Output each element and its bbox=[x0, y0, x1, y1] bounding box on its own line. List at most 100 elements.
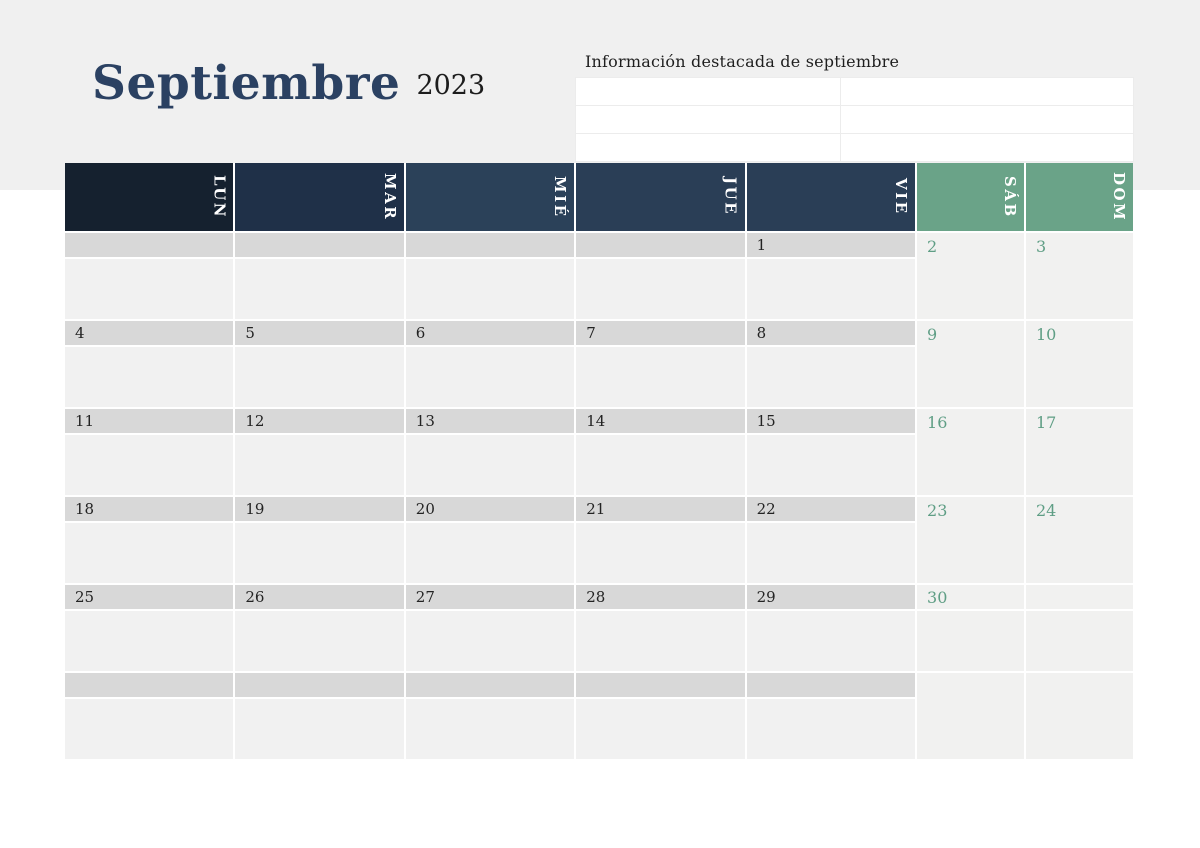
weekend-cell[interactable]: 23 bbox=[917, 497, 1024, 583]
info-cell[interactable] bbox=[575, 133, 841, 162]
date-strip[interactable] bbox=[235, 673, 404, 697]
date-strip[interactable]: 18 bbox=[65, 497, 234, 521]
notes-area[interactable] bbox=[576, 347, 745, 407]
date-number: 6 bbox=[415, 324, 426, 342]
date-strip[interactable]: 1 bbox=[746, 233, 916, 257]
notes-area[interactable] bbox=[405, 611, 575, 671]
notes-area[interactable] bbox=[576, 699, 745, 759]
date-number: 18 bbox=[75, 500, 95, 518]
notes-area[interactable] bbox=[405, 523, 575, 583]
notes-area[interactable] bbox=[576, 611, 745, 671]
date-strip[interactable]: 20 bbox=[405, 497, 575, 521]
date-strip[interactable] bbox=[576, 233, 745, 257]
date-number: 1 bbox=[756, 236, 767, 254]
notes-area[interactable] bbox=[746, 523, 916, 583]
weekend-cell[interactable]: 10 bbox=[1026, 321, 1133, 407]
date-number: 21 bbox=[586, 500, 606, 518]
date-number: 23 bbox=[927, 501, 948, 520]
date-number: 22 bbox=[756, 500, 776, 518]
date-number: 17 bbox=[1036, 413, 1057, 432]
weekend-cell[interactable] bbox=[1026, 673, 1133, 759]
day-header-mar: MAR bbox=[235, 163, 404, 231]
date-strip[interactable] bbox=[746, 673, 916, 697]
info-cell[interactable] bbox=[840, 133, 1134, 162]
date-strip[interactable]: 7 bbox=[576, 321, 745, 345]
notes-area[interactable] bbox=[576, 259, 745, 319]
notes-area[interactable] bbox=[65, 435, 234, 495]
date-strip[interactable]: 21 bbox=[576, 497, 745, 521]
notes-area[interactable] bbox=[405, 347, 575, 407]
date-number: 3 bbox=[1036, 237, 1047, 256]
date-strip[interactable]: 5 bbox=[235, 321, 404, 345]
date-strip[interactable]: 6 bbox=[405, 321, 575, 345]
weekend-date-strip[interactable] bbox=[1026, 585, 1133, 609]
date-strip[interactable] bbox=[65, 233, 234, 257]
notes-area[interactable] bbox=[405, 435, 575, 495]
day-header-label: MAR bbox=[380, 172, 399, 222]
notes-area[interactable] bbox=[65, 347, 234, 407]
weekend-notes-area[interactable] bbox=[917, 611, 1024, 671]
info-table bbox=[575, 77, 1134, 162]
notes-area[interactable] bbox=[746, 611, 916, 671]
notes-area[interactable] bbox=[405, 259, 575, 319]
weekend-cell[interactable]: 3 bbox=[1026, 233, 1133, 319]
day-header-label: SÁB bbox=[1001, 175, 1019, 219]
notes-area[interactable] bbox=[746, 435, 916, 495]
info-cell[interactable] bbox=[840, 105, 1134, 134]
date-strip[interactable]: 15 bbox=[746, 409, 916, 433]
date-strip[interactable]: 19 bbox=[235, 497, 404, 521]
notes-area[interactable] bbox=[405, 699, 575, 759]
date-strip[interactable] bbox=[235, 233, 404, 257]
info-cell[interactable] bbox=[575, 105, 841, 134]
notes-area[interactable] bbox=[746, 259, 916, 319]
notes-area[interactable] bbox=[235, 347, 404, 407]
date-strip[interactable]: 29 bbox=[746, 585, 916, 609]
date-strip[interactable]: 22 bbox=[746, 497, 916, 521]
date-strip[interactable]: 8 bbox=[746, 321, 916, 345]
notes-area[interactable] bbox=[65, 611, 234, 671]
weekend-date-strip[interactable]: 30 bbox=[917, 585, 1024, 609]
notes-area[interactable] bbox=[65, 523, 234, 583]
title-block: Septiembre 2023 bbox=[92, 56, 485, 112]
date-strip[interactable]: 27 bbox=[405, 585, 575, 609]
notes-area[interactable] bbox=[576, 523, 745, 583]
date-strip[interactable]: 26 bbox=[235, 585, 404, 609]
date-strip[interactable]: 12 bbox=[235, 409, 404, 433]
date-strip[interactable]: 11 bbox=[65, 409, 234, 433]
weekend-notes-area[interactable] bbox=[1026, 611, 1133, 671]
weekend-cell[interactable]: 24 bbox=[1026, 497, 1133, 583]
notes-area[interactable] bbox=[235, 611, 404, 671]
date-strip[interactable]: 25 bbox=[65, 585, 234, 609]
date-strip[interactable] bbox=[65, 673, 234, 697]
notes-area[interactable] bbox=[235, 435, 404, 495]
date-strip[interactable]: 13 bbox=[405, 409, 575, 433]
date-strip[interactable] bbox=[576, 673, 745, 697]
info-cell[interactable] bbox=[575, 77, 841, 106]
date-number: 26 bbox=[245, 588, 265, 606]
weekend-cell[interactable] bbox=[917, 673, 1024, 759]
weekend-cell[interactable]: 2 bbox=[917, 233, 1024, 319]
info-cell[interactable] bbox=[840, 77, 1134, 106]
notes-area[interactable] bbox=[746, 347, 916, 407]
notes-area[interactable] bbox=[235, 523, 404, 583]
weekend-cell[interactable]: 9 bbox=[917, 321, 1024, 407]
notes-area[interactable] bbox=[65, 259, 234, 319]
day-header-dom: DOM bbox=[1026, 163, 1133, 231]
date-strip[interactable]: 28 bbox=[576, 585, 745, 609]
notes-area[interactable] bbox=[235, 259, 404, 319]
date-number: 11 bbox=[75, 412, 95, 430]
weekend-cell[interactable]: 17 bbox=[1026, 409, 1133, 495]
notes-area[interactable] bbox=[235, 699, 404, 759]
notes-area[interactable] bbox=[576, 435, 745, 495]
date-strip[interactable]: 14 bbox=[576, 409, 745, 433]
notes-area[interactable] bbox=[65, 699, 234, 759]
weekend-cell[interactable]: 16 bbox=[917, 409, 1024, 495]
date-strip[interactable] bbox=[405, 673, 575, 697]
day-header-jue: JUE bbox=[576, 163, 745, 231]
date-number: 4 bbox=[75, 324, 85, 342]
day-header-label: JUE bbox=[721, 177, 740, 217]
notes-area[interactable] bbox=[746, 699, 916, 759]
date-strip[interactable] bbox=[405, 233, 575, 257]
date-strip[interactable]: 4 bbox=[65, 321, 234, 345]
date-number: 28 bbox=[586, 588, 606, 606]
